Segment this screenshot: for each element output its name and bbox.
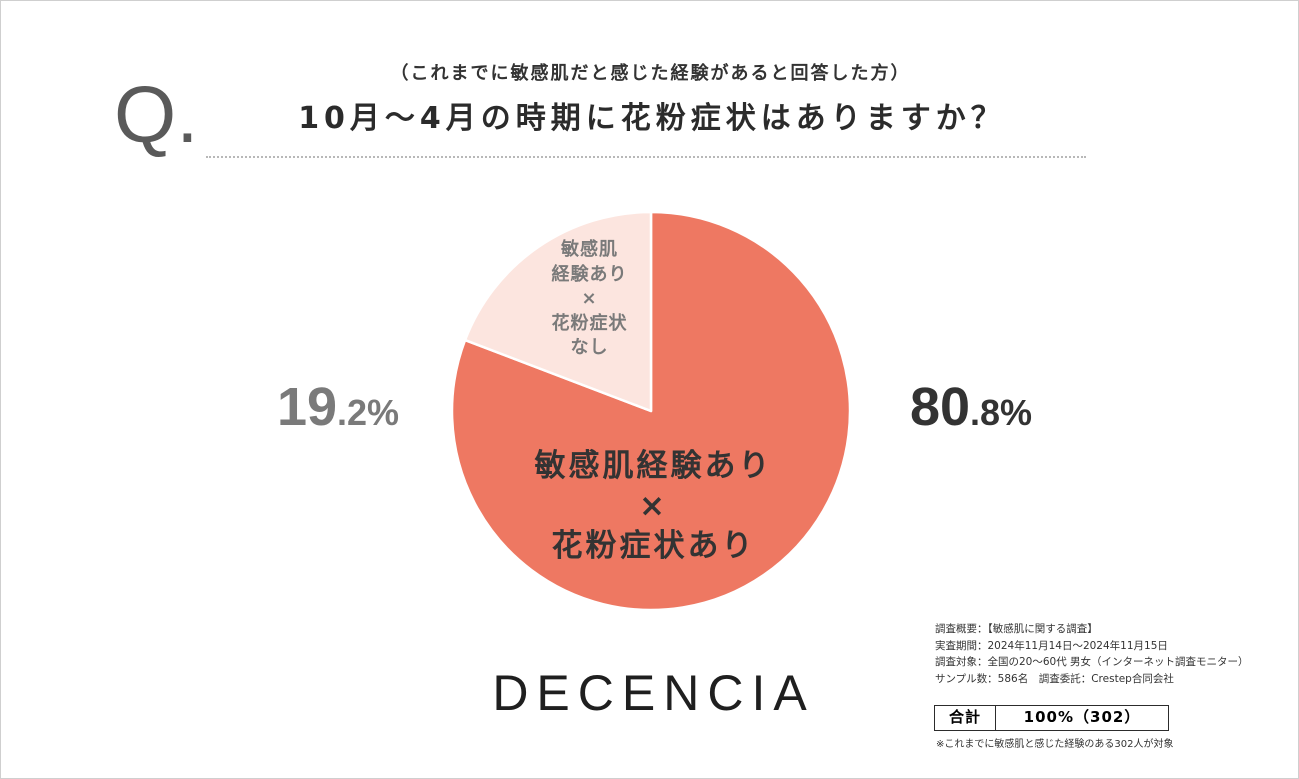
footnote: ※これまでに敏感肌と感じた経験のある302人が対象 (936, 739, 1174, 750)
chart-subtitle: （これまでに敏感肌だと感じた経験があると回答した方） (390, 63, 911, 84)
slice-label-line: × (639, 488, 668, 524)
pie-chart (451, 211, 851, 611)
dotted-divider (206, 156, 1086, 158)
total-table: 合計 100%（302） (934, 705, 1169, 731)
percent-decimal-part: .8% (970, 392, 1033, 433)
percent-decimal-part: .2% (337, 392, 400, 433)
survey-summary: 調査概要：【敏感肌に関する調査】 実査期間：2024年11月14日〜2024年1… (935, 621, 1249, 688)
slice-label-line: 花粉症状あり (551, 528, 756, 564)
percent-label-with-symptoms: 80.8% (891, 380, 1051, 448)
slice-label-line: 経験あり (551, 263, 628, 285)
percent-label-no-symptoms: 19.2% (258, 380, 418, 448)
brand-logo: DECENCIA (492, 665, 815, 721)
survey-summary-line: 実査期間：2024年11月14日〜2024年11月15日 (935, 639, 1168, 652)
slice-label-line: × (581, 288, 598, 309)
slice-label-line: 敏感肌経験あり (534, 448, 773, 484)
slice-label-line: なし (570, 337, 609, 358)
slice-label-line: 敏感肌 (561, 239, 618, 260)
slice-label-line: 花粉症状 (551, 312, 628, 334)
slice-label-no-symptoms: 敏感肌 経験あり × 花粉症状 なし (528, 238, 650, 361)
total-label-cell: 合計 (935, 706, 996, 730)
question-mark-heading: Q. (114, 70, 199, 159)
pie-slice-0 (451, 211, 851, 611)
percent-integer-part: 19 (276, 377, 338, 437)
slice-label-with-symptoms: 敏感肌経験あり × 花粉症状あり (451, 446, 853, 566)
percent-integer-part: 80 (909, 377, 971, 437)
survey-summary-line: 調査概要：【敏感肌に関する調査】 (935, 623, 1098, 635)
chart-title: 10月〜4月の時期に花粉症状はありますか？ (298, 101, 1006, 136)
survey-summary-line: サンプル数：586名 調査委託：Crestep合同会社 (935, 673, 1174, 686)
pie-slice-1 (463, 211, 653, 413)
total-value-cell: 100%（302） (1023, 708, 1141, 726)
survey-summary-line: 調査対象：全国の20〜60代 男女（インターネット調査モニター） (935, 656, 1249, 669)
